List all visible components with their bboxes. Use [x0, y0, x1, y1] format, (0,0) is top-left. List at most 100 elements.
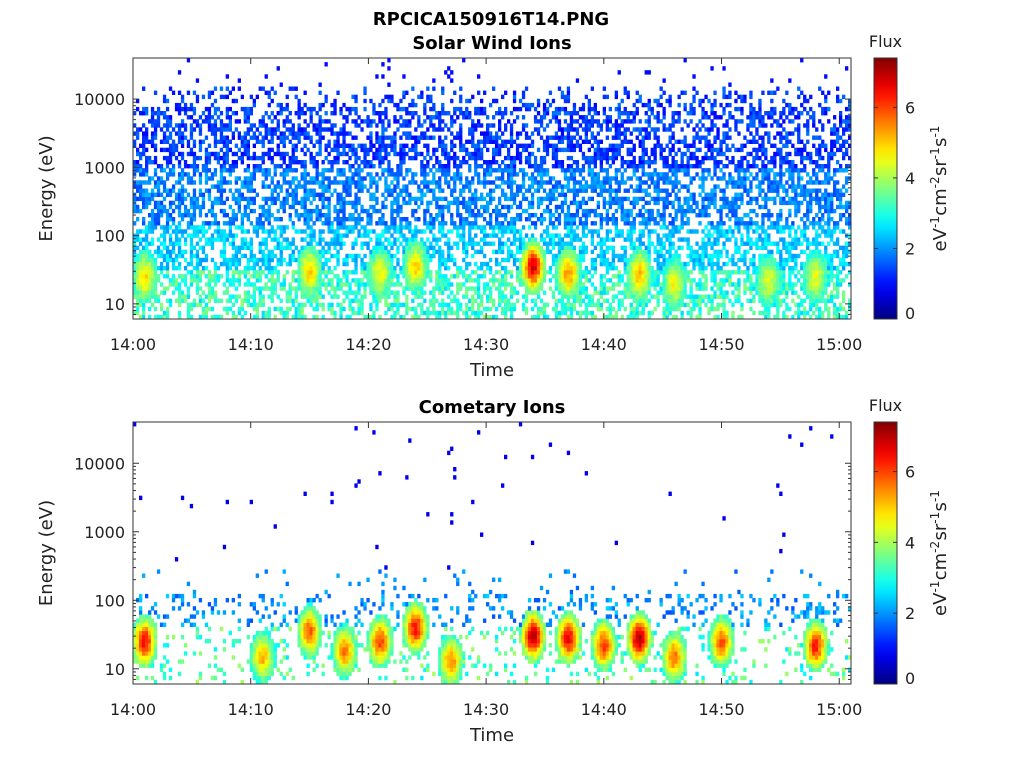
- heatmap-cell: [375, 290, 379, 295]
- heatmap-cell: [542, 208, 547, 214]
- heatmap-cell: [468, 298, 472, 303]
- heatmap-cell: [423, 257, 427, 263]
- heatmap-cell: [252, 208, 256, 214]
- heatmap-cell: [276, 196, 280, 202]
- heatmap-cell: [204, 282, 209, 287]
- heatmap-cell: [468, 98, 472, 104]
- heatmap-cell: [309, 208, 313, 214]
- heatmap-cell: [201, 111, 206, 116]
- heatmap-cell: [524, 196, 529, 202]
- heatmap-cell: [219, 261, 224, 267]
- heatmap-cell: [159, 164, 164, 169]
- heatmap-cell: [450, 310, 454, 316]
- heatmap-cell: [509, 135, 514, 140]
- heatmap-cell: [139, 282, 143, 287]
- heatmap-cell: [432, 147, 436, 153]
- heatmap-cell: [150, 131, 155, 136]
- heatmap-cell: [162, 115, 167, 120]
- heatmap-cell: [411, 155, 415, 161]
- heatmap-cell: [557, 278, 562, 283]
- heatmap-cell: [231, 168, 235, 173]
- heatmap-cell: [225, 111, 229, 116]
- heatmap-cell: [207, 151, 212, 157]
- heatmap-cell: [177, 229, 182, 234]
- heatmap-cell: [309, 274, 313, 279]
- heatmap-cell: [605, 237, 609, 242]
- heatmap-cell: [608, 176, 612, 181]
- heatmap-cell: [581, 184, 586, 189]
- heatmap-cell: [384, 94, 388, 100]
- heatmap-cell: [572, 290, 577, 295]
- heatmap-cell: [507, 184, 511, 189]
- heatmap-cell: [192, 213, 197, 218]
- heatmap-cell: [270, 213, 274, 218]
- heatmap-cell: [303, 282, 307, 287]
- heatmap-cell: [378, 314, 382, 319]
- heatmap-cell: [608, 278, 612, 283]
- heatmap-cell: [608, 115, 612, 120]
- heatmap-cell: [527, 257, 532, 263]
- heatmap-cell: [387, 188, 391, 193]
- heatmap-cell: [333, 310, 337, 316]
- heatmap-cell: [276, 135, 280, 140]
- heatmap-cell: [515, 249, 520, 255]
- heatmap-cell: [168, 147, 173, 153]
- heatmap-cell: [566, 229, 571, 234]
- heatmap-cell: [509, 241, 514, 246]
- heatmap-cell: [261, 180, 265, 185]
- heatmap-cell: [279, 164, 283, 169]
- heatmap-cell: [402, 225, 406, 230]
- heatmap-cell: [303, 127, 307, 132]
- heatmap-cell: [405, 168, 409, 173]
- heatmap-cell: [536, 294, 541, 299]
- heatmap-cell: [354, 172, 358, 177]
- heatmap-cell: [584, 94, 588, 100]
- heatmap-cell: [459, 237, 463, 242]
- heatmap-cell: [294, 286, 298, 291]
- heatmap-cell: [590, 131, 594, 136]
- heatmap-cell: [180, 168, 185, 173]
- heatmap-cell: [381, 249, 385, 255]
- heatmap-cell: [593, 221, 597, 226]
- heatmap-cell: [501, 225, 505, 230]
- heatmap-cell: [369, 123, 373, 128]
- heatmap-cell: [351, 176, 355, 181]
- heatmap-cell: [530, 102, 535, 108]
- heatmap-cell: [177, 111, 182, 116]
- heatmap-cell: [306, 196, 310, 202]
- heatmap-cell: [273, 306, 277, 312]
- heatmap-cell: [524, 266, 529, 271]
- heatmap-cell: [327, 119, 331, 124]
- heatmap-cell: [423, 245, 427, 250]
- heatmap-cell: [240, 192, 244, 197]
- heatmap-cell: [545, 192, 550, 197]
- heatmap-cell: [246, 164, 250, 169]
- heatmap-cell: [432, 78, 436, 83]
- heatmap-cell: [324, 204, 328, 210]
- heatmap-cell: [462, 241, 466, 246]
- heatmap-cell: [599, 282, 603, 287]
- heatmap-cell: [486, 147, 490, 153]
- heatmap-cell: [240, 143, 244, 148]
- heatmap-cell: [405, 274, 409, 279]
- heatmap-cell: [581, 164, 586, 169]
- heatmap-cell: [171, 184, 176, 189]
- heatmap-cell: [390, 143, 394, 148]
- heatmap-cell: [165, 213, 170, 218]
- heatmap-cell: [608, 245, 612, 250]
- heatmap-cell: [554, 282, 559, 287]
- heatmap-cell: [515, 274, 520, 279]
- heatmap-cell: [279, 172, 283, 177]
- heatmap-cell: [402, 188, 406, 193]
- heatmap-cell: [471, 176, 475, 181]
- heatmap-cell: [139, 261, 143, 267]
- heatmap-cell: [474, 241, 478, 246]
- heatmap-cell: [408, 192, 412, 197]
- heatmap-cell: [426, 188, 430, 193]
- heatmap-cell: [159, 213, 164, 218]
- heatmap-cell: [420, 237, 424, 242]
- heatmap-cell: [366, 115, 370, 120]
- heatmap-cell: [261, 168, 265, 173]
- heatmap-cell: [560, 204, 565, 210]
- heatmap-cell: [381, 155, 385, 161]
